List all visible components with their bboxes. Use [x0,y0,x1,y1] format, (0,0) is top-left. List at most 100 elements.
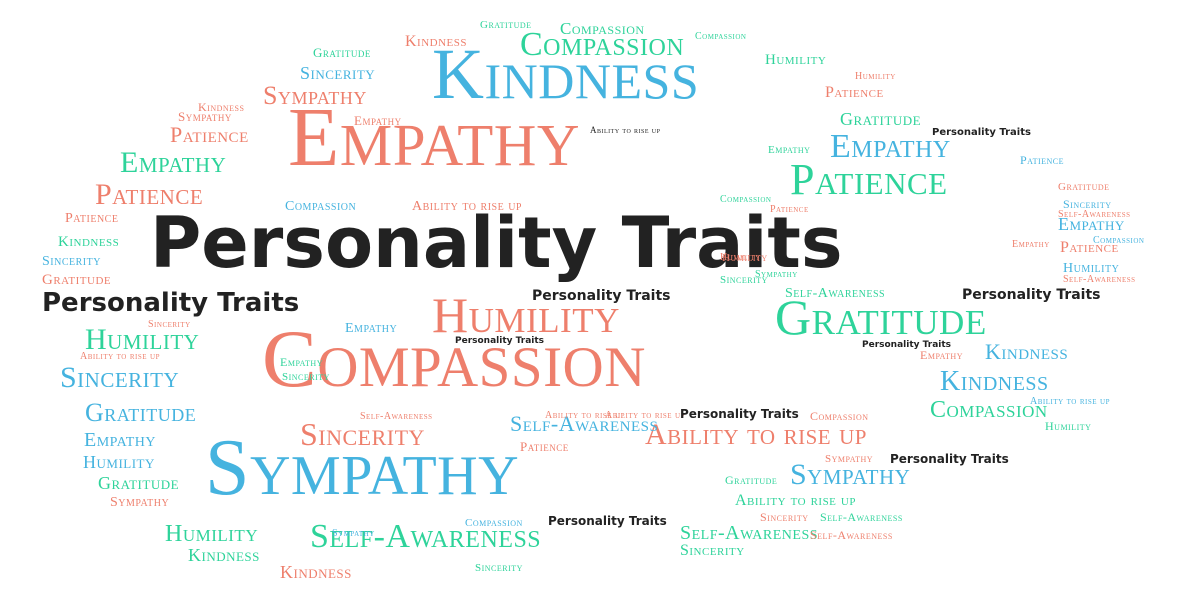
word-kindness: Kindness [198,100,245,114]
word-humility: Humility [165,521,259,547]
word-patience: Patience [825,84,884,101]
word-empathy: Empathy [1058,214,1125,234]
word-sympathy: Sympathy [332,528,375,539]
word-sincerity: Sincerity [1063,197,1112,211]
word-humility: Humility [1063,261,1120,276]
word-empathy: Empathy [345,321,398,336]
word-humility: Humility [1045,419,1092,433]
word-ability-to-rise-up: Ability to rise up [545,410,625,421]
word-personality-traits: Personality Traits [548,514,667,528]
word-compassion: Compassion [520,26,685,63]
word-ability-to-rise-up: Ability to rise up [80,351,160,362]
word-gratitude: Gratitude [42,272,112,288]
word-sincerity: Sincerity [282,371,330,383]
word-gratitude: Gratitude [775,289,987,345]
word-patience: Patience [770,204,809,215]
word-empathy: Empathy [830,128,951,165]
word-self-awareness: Self-Awareness [810,528,893,542]
word-humility: Humility [83,452,155,472]
word-kindness: Kindness [985,339,1069,364]
word-self-awareness: Self-Awareness [1063,274,1136,285]
word-kindness: Kindness [280,562,352,582]
word-personality-traits: Personality Traits [150,202,843,284]
word-empathy: Empathy [920,348,963,362]
word-kindness: Kindness [432,34,700,114]
word-sympathy: Sympathy [755,269,798,280]
word-kindness: Kindness [188,545,260,565]
word-sympathy: Sympathy [110,495,170,510]
word-personality-traits: Personality Traits [532,288,671,304]
word-patience: Patience [520,439,569,454]
word-humility: Humility [85,323,200,356]
word-personality-traits: Personality Traits [680,407,799,421]
word-compassion: Compassion [560,19,645,38]
word-empathy: Empathy [120,146,227,179]
word-patience: Patience [95,178,204,211]
word-empathy: Empathy [84,429,156,451]
word-sincerity: Sincerity [148,319,191,330]
word-ability-to-rise-up: Ability to rise up [605,410,685,421]
word-compassion: Compassion [1093,235,1145,246]
word-sincerity: Sincerity [60,361,180,394]
word-sincerity: Sincerity [475,562,523,574]
word-personality-traits: Personality Traits [890,452,1009,466]
word-compassion: Compassion [695,31,747,42]
word-gratitude: Gratitude [1058,181,1110,193]
word-humility: Humility [855,71,896,82]
word-patience: Patience [790,155,948,204]
word-sincerity: Sincerity [760,510,809,524]
word-gratitude: Gratitude [85,398,197,427]
word-compassion: Compassion [285,199,357,214]
word-self-awareness: Self-Awareness [1058,209,1131,220]
word-gratitude: Gratitude [313,45,371,60]
word-empathy: Empathy [354,113,402,128]
word-kindness: Kindness [405,33,468,50]
word-empathy: Empathy [288,91,580,184]
word-humility: Humility [722,252,768,264]
word-personality-traits: Personality Traits [932,127,1031,138]
word-self-awareness: Self-Awareness [310,518,542,555]
word-compassion: Compassion [262,313,646,404]
word-self-awareness: Self-Awareness [785,286,886,301]
word-patience: Patience [1060,239,1119,256]
word-self-awareness: Self-Awareness [680,522,819,544]
word-self-awareness: Self-Awareness [510,411,659,436]
word-patience: Patience [65,211,119,226]
word-ability-to-rise-up: Ability to rise up [412,199,522,214]
word-humility: Humility [765,52,827,68]
word-ability-to-rise-up: Ability to rise up [735,492,856,509]
word-humility: Humility [720,252,761,263]
word-sincerity: Sincerity [300,63,376,83]
word-sincerity: Sincerity [680,542,745,559]
word-gratitude: Gratitude [725,473,778,487]
word-compassion: Compassion [810,409,869,423]
word-ability-to-rise-up: Ability to rise up [590,125,661,135]
word-humility: Humility [432,287,620,343]
word-gratitude: Gratitude [480,19,532,31]
word-sincerity: Sincerity [300,416,425,452]
word-kindness: Kindness [58,234,120,250]
word-patience: Patience [1020,153,1065,167]
word-sincerity: Sincerity [720,274,768,286]
word-compassion: Compassion [930,397,1048,423]
word-personality-traits: Personality Traits [862,340,952,350]
word-sympathy: Sympathy [205,424,520,512]
word-empathy: Empathy [768,144,811,156]
word-sympathy: Sympathy [263,81,367,110]
word-sympathy: Sympathy [825,453,874,465]
word-empathy: Empathy [280,355,323,369]
word-kindness: Kindness [940,366,1049,397]
word-compassion: Compassion [720,194,772,205]
word-self-awareness: Self-Awareness [360,411,433,422]
word-personality-traits: Personality Traits [962,287,1101,303]
word-self-awareness: Self-Awareness [820,510,903,524]
word-sincerity: Sincerity [42,254,101,269]
word-sympathy: Sympathy [178,109,232,124]
word-sympathy: Sympathy [790,458,911,491]
word-empathy: Empathy [1012,239,1050,250]
word-personality-traits: Personality Traits [455,336,545,346]
word-compassion: Compassion [465,517,523,529]
word-personality-traits: Personality Traits [42,288,300,318]
word-ability-to-rise-up: Ability to rise up [645,418,867,451]
